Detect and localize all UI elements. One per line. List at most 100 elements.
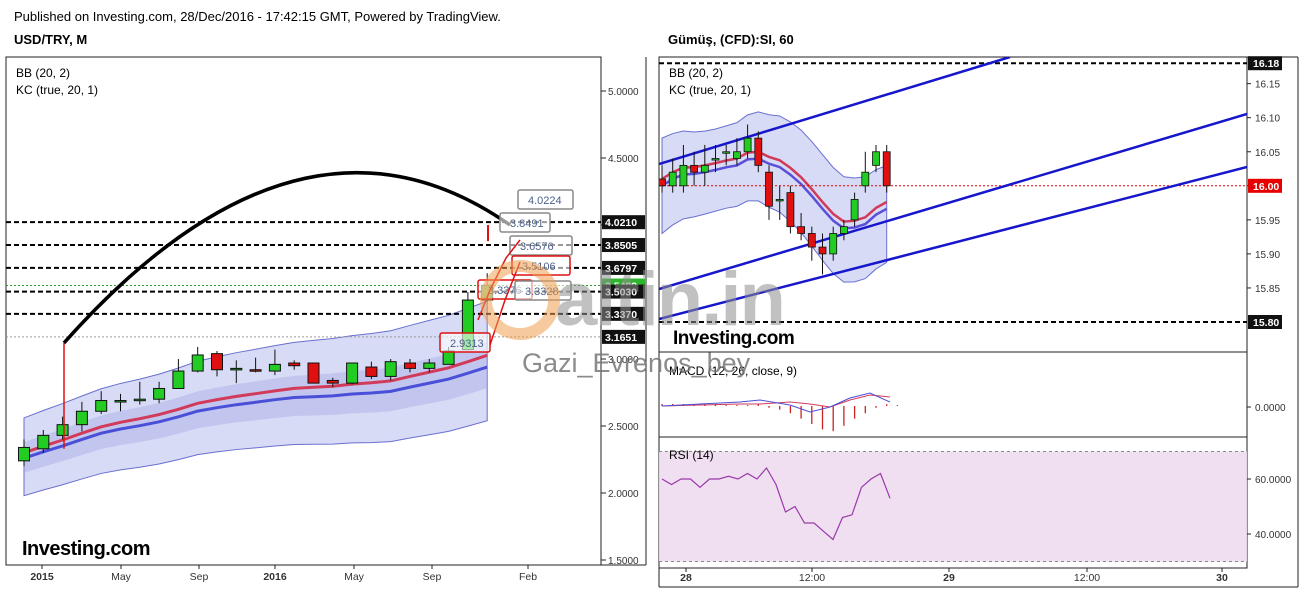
macd-line <box>661 392 891 413</box>
right-price-plot <box>658 56 1248 353</box>
left-indicator-kc: KC (true, 20, 1) <box>16 83 98 97</box>
y-tick-label: 60.0000 <box>1255 475 1292 486</box>
price-tag <box>602 260 645 275</box>
channel-line <box>659 57 1011 166</box>
y-tick-label: 4.5000 <box>608 154 639 165</box>
y-tick-label: 16.15 <box>1255 80 1280 91</box>
candle <box>754 137 763 166</box>
candle <box>722 151 731 154</box>
candle <box>659 178 666 187</box>
y-tick-label: 2.0000 <box>608 489 639 500</box>
candle <box>153 387 166 400</box>
published-note: Published on Investing.com, 28/Dec/2016 … <box>14 9 501 24</box>
x-tick-label: 29 <box>943 572 955 584</box>
x-tick-label: Sep <box>423 571 442 583</box>
price-tag-text: 3.5030 <box>605 287 637 299</box>
candle <box>18 446 30 462</box>
rsi-line <box>661 466 891 541</box>
candle <box>75 410 88 426</box>
candle <box>288 362 301 367</box>
candle <box>679 164 688 187</box>
price-tag-text: 15.80 <box>1253 317 1279 329</box>
candle <box>307 362 320 384</box>
bb-middle-line <box>23 365 488 460</box>
candle <box>423 362 436 369</box>
price-tag-text: 16.18 <box>1253 58 1279 70</box>
candle <box>191 354 204 372</box>
price-tag <box>1248 315 1282 329</box>
channel-line <box>659 112 1247 291</box>
level-tag <box>499 212 551 233</box>
level-tag <box>439 332 491 353</box>
svg-text:Investing.com: Investing.com <box>22 538 150 560</box>
x-tick-label: May <box>111 571 132 583</box>
left-investing-logo: Investing.com <box>22 538 150 560</box>
candle <box>786 192 795 228</box>
arc-curve <box>62 171 512 345</box>
candle <box>326 379 339 384</box>
kc-middle-line <box>661 150 888 223</box>
candle <box>733 151 741 159</box>
right-indicator-kc: KC (true, 20, 1) <box>669 83 751 97</box>
x-tick-label: 28 <box>680 572 692 584</box>
candle <box>700 164 709 173</box>
price-tag <box>602 306 645 321</box>
level-tag-text: 4.0224 <box>528 195 562 207</box>
macd-signal <box>661 394 891 408</box>
candle <box>56 424 69 436</box>
bollinger-band <box>23 300 488 497</box>
price-tag <box>602 238 645 253</box>
x-tick-label: 2015 <box>30 571 54 583</box>
left-chart-title: USD/TRY, M <box>14 32 88 47</box>
y-tick-label: 2.5000 <box>608 422 639 433</box>
y-tick-label: 15.95 <box>1255 216 1280 227</box>
price-tag <box>602 284 645 299</box>
price-tag-text: 3.3370 <box>605 309 637 321</box>
candle <box>404 362 416 369</box>
candle <box>268 363 281 372</box>
candle <box>442 350 455 365</box>
x-tick-label: 12:00 <box>1074 572 1100 584</box>
price-tag-text: 3.8505 <box>605 240 637 252</box>
kc-middle-line <box>23 353 488 455</box>
candle <box>346 362 359 384</box>
y-tick-label: 1.5000 <box>608 556 639 567</box>
candle <box>249 369 262 372</box>
candle <box>211 353 223 371</box>
x-tick-label: 30 <box>1216 572 1228 584</box>
candle <box>797 226 805 234</box>
bb-middle-line <box>661 157 888 230</box>
svg-text:altin.in: altin.in <box>555 257 784 342</box>
candle <box>114 400 127 403</box>
channel-line <box>659 165 1247 321</box>
candle <box>807 233 816 248</box>
level-tag <box>517 189 574 210</box>
candle <box>37 434 50 450</box>
y-tick-label: 40.0000 <box>1255 530 1292 541</box>
candle <box>840 226 848 234</box>
level-tag <box>509 235 573 256</box>
left-indicator-bb: BB (20, 2) <box>16 66 70 80</box>
y-tick-label: 5.0000 <box>608 87 639 98</box>
last-price-text: 16.00 <box>1253 181 1279 193</box>
candle <box>882 151 891 187</box>
price-tag-text: 3.6797 <box>605 263 637 275</box>
candle <box>872 151 880 166</box>
macd-label: MACD (12, 26, close, 9) <box>669 364 797 378</box>
candle <box>775 199 784 202</box>
x-tick-label: 2016 <box>263 571 287 583</box>
site-watermark: altin.in <box>480 257 786 342</box>
y-tick-label: 0.0000 <box>1255 403 1286 414</box>
y-tick-label: 16.10 <box>1255 114 1280 125</box>
x-tick-label: May <box>344 571 365 583</box>
y-tick-label: 15.85 <box>1255 284 1280 295</box>
candle <box>384 361 397 377</box>
right-indicator-bb: BB (20, 2) <box>669 66 723 80</box>
candle <box>365 366 378 377</box>
y-tick-label: 15.90 <box>1255 250 1280 261</box>
rsi-label: RSI (14) <box>669 448 714 462</box>
last-price-tag <box>1248 178 1282 193</box>
level-tag-text: 2.9313 <box>450 338 484 350</box>
y-tick-label: 16.05 <box>1255 148 1280 159</box>
